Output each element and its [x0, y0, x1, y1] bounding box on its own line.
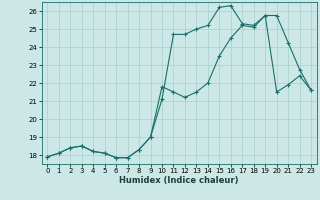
X-axis label: Humidex (Indice chaleur): Humidex (Indice chaleur) [119, 176, 239, 185]
